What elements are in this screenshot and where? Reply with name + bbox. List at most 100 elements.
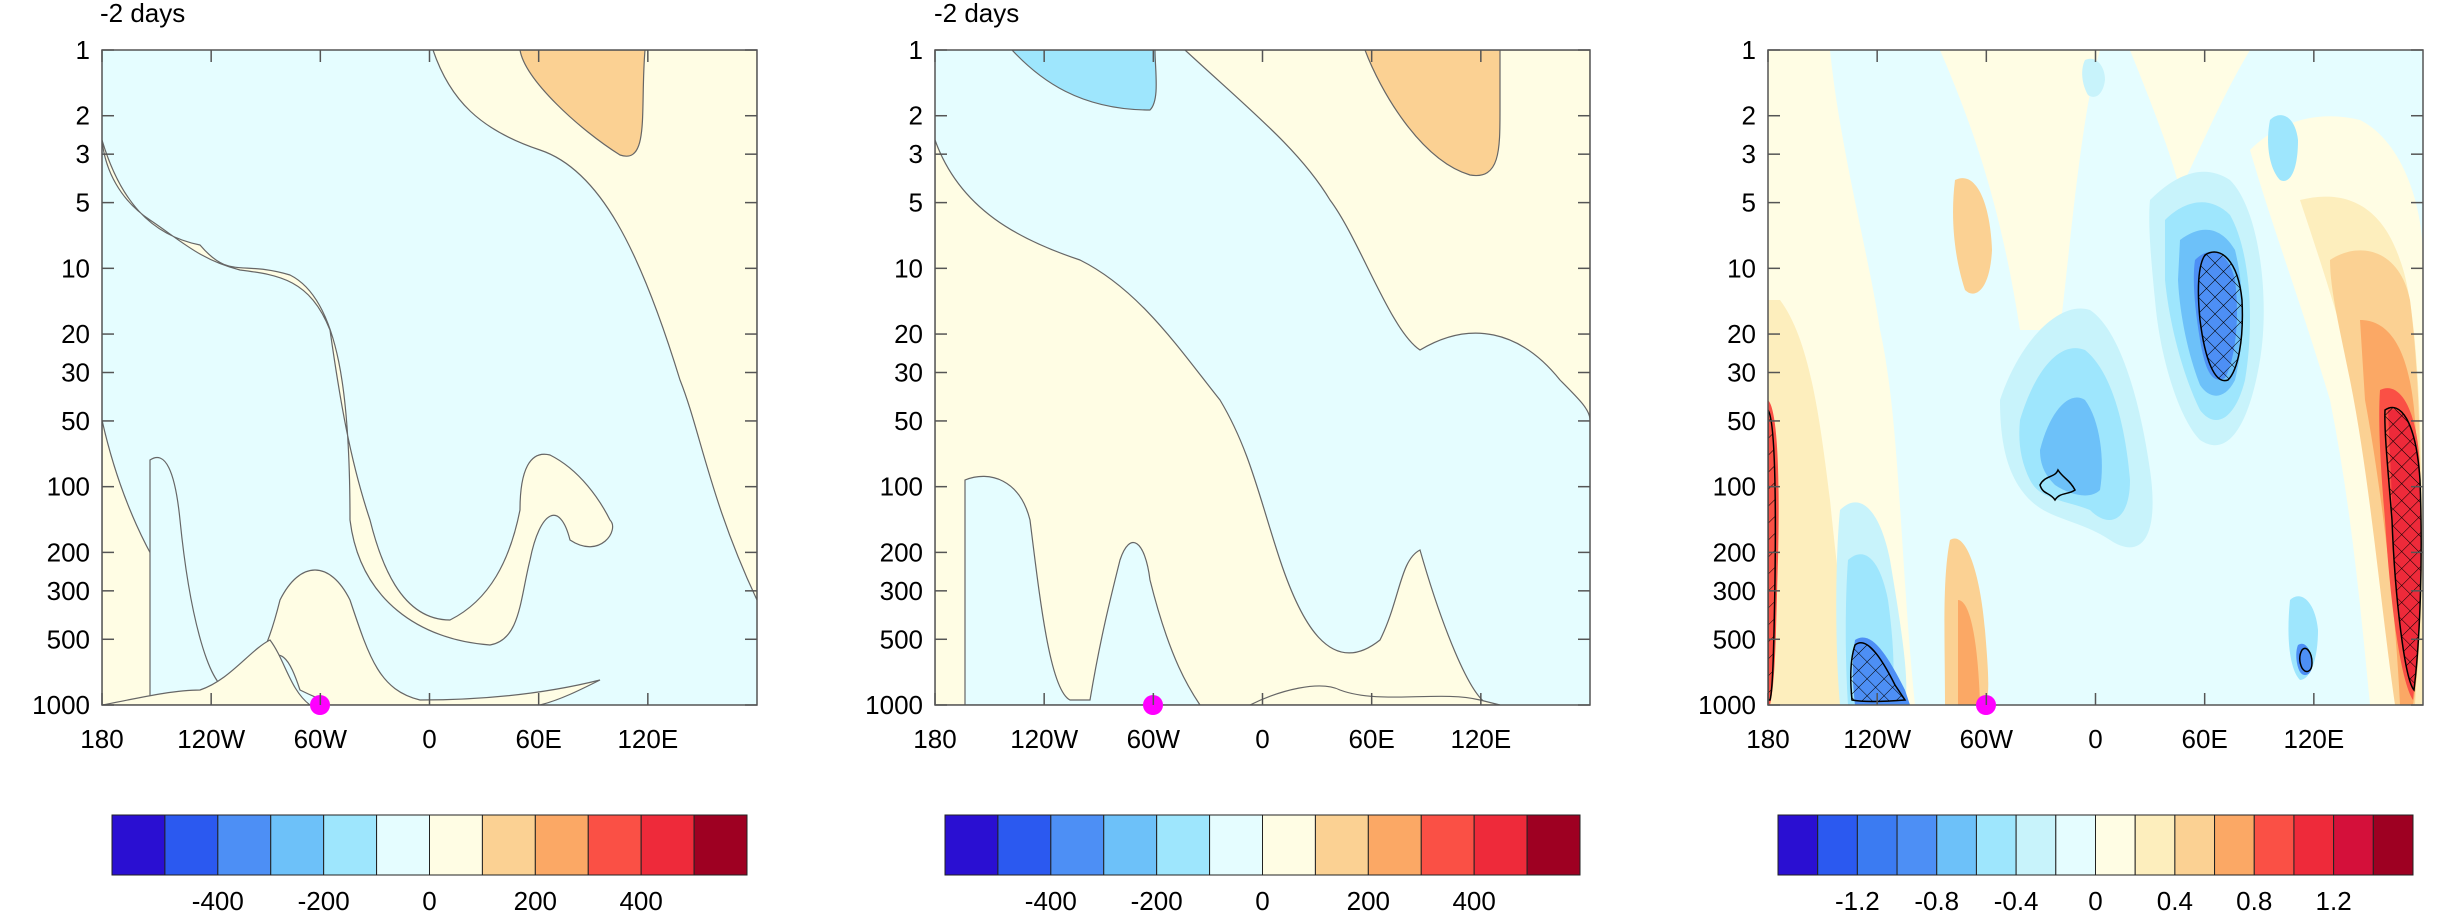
colorbar-swatch [376,814,431,876]
panel-1-colorbar: -400 -200 0 200 400 [111,814,748,916]
panel-2: -2 days 180 120W 60W 0 60E 120E 1 2 3 5 10 20 30 50 10… [865,0,1591,916]
colorbar-swatch [1420,814,1475,876]
colorbar-swatch [1262,814,1316,876]
y-tick-label: 100 [47,472,90,502]
y-tick-label: 200 [880,537,923,567]
panel-3-significance-hatching [1850,642,1905,702]
y-tick-label: 200 [1713,537,1756,567]
panel-1-field-positive-region [432,50,757,601]
x-tick-label: 0 [2088,724,2102,754]
colorbar-swatch [1103,814,1158,876]
y-tick-label: 30 [894,358,923,388]
panel-2-colorbar: -400 -200 0 200 400 [944,814,1581,916]
colorbar-label: 0.4 [2157,886,2193,916]
colorbar-label: -400 [192,886,244,916]
panel-3-significance-hatching [2384,407,2422,690]
colorbar-swatch [1156,814,1211,876]
y-tick-label: 20 [894,319,923,349]
panel-3-significance-contour [2299,647,2313,673]
colorbar-swatch [2214,814,2255,876]
colorbar-swatch [2333,814,2374,876]
x-tick-label: 60E [2182,724,2228,754]
colorbar-swatch [1314,814,1369,876]
panel-3-field-positive [1958,600,1980,705]
y-tick-label: 10 [894,253,923,283]
panel-3-field-negative [2040,397,2102,496]
colorbar-swatch [2095,814,2136,876]
colorbar-swatch [997,814,1052,876]
colorbar-swatch [270,814,325,876]
colorbar-swatch [1896,814,1938,876]
x-tick-label: 120W [177,724,245,754]
panel-3: 180 120W 60W 0 60E 120E 1 2 3 5 10 20 30 50 100 200 300 5… [1698,35,2424,916]
y-tick-label: 1000 [865,690,923,720]
y-tick-label: 3 [76,139,90,169]
panel-3-field-weak-positive [1940,50,2100,330]
y-tick-label: 2 [1742,101,1756,131]
x-tick-label: 60E [1349,724,1395,754]
y-tick-label: 20 [61,319,90,349]
y-tick-label: 50 [894,406,923,436]
colorbar-swatch [1473,814,1528,876]
colorbar-swatch [1975,814,2017,876]
panel-2-field-negative-region [964,475,1201,705]
colorbar-label: 1.2 [2316,886,2352,916]
y-tick-label: 50 [1727,406,1756,436]
x-tick-label: 120E [2283,724,2344,754]
y-tick-label: 500 [880,624,923,654]
colorbar-swatch [2015,814,2057,876]
panel-3-field-negative [2296,643,2312,676]
colorbar-swatch [111,814,166,876]
colorbar-label: 0 [2088,886,2102,916]
colorbar-label: -0.4 [1994,886,2039,916]
panel-1-axes: 180 120W 60W 0 60E 120E 1 2 3 5 10 20 30 50 100 200 300 5… [32,35,757,754]
colorbar-swatch [2134,814,2176,876]
y-tick-label: 2 [76,101,90,131]
panel-3-significance-hatching [2198,252,2243,381]
panel-3-field-weak-negative [2082,58,2105,97]
x-tick-label: 60W [1127,724,1181,754]
panel-3-axes: 180 120W 60W 0 60E 120E 1 2 3 5 10 20 30 50 100 200 300 5… [1698,35,2423,754]
y-tick-label: 200 [47,537,90,567]
colorbar-swatch [2253,814,2295,876]
colorbar-label: 400 [619,886,662,916]
y-tick-label: 50 [61,406,90,436]
colorbar-swatch [693,814,748,876]
colorbar-label: 0 [422,886,436,916]
colorbar-swatch [1209,814,1264,876]
panel-3-colorbar: -1.2 -0.8 -0.4 0 0.4 0.8 1.2 [1777,814,2414,916]
panel-1: -2 days 180 120W 60W 0 60E 120E 1 2 3 5 10 20 30 50 10… [32,0,758,916]
y-tick-label: 300 [1713,576,1756,606]
y-tick-label: 20 [1727,319,1756,349]
colorbar-label: 200 [514,886,557,916]
colorbar-swatch [2174,814,2216,876]
colorbar-swatch [1817,814,1858,876]
y-tick-label: 1 [76,35,90,65]
panel-2-field [935,50,1590,705]
y-tick-label: 1 [1742,35,1756,65]
colorbar-swatch [640,814,695,876]
y-tick-label: 300 [47,576,90,606]
panel-2-field-positive-region [1249,685,1501,705]
colorbar-swatch [1856,814,1898,876]
colorbar-swatch [1526,814,1581,876]
colorbar-swatch [1936,814,1977,876]
colorbar-label: 400 [1452,886,1495,916]
colorbar-label: 0.8 [2236,886,2272,916]
panel-2-axes: 180 120W 60W 0 60E 120E 1 2 3 5 10 20 30 50 100 200 300 5… [865,35,1590,754]
panel-3-field [1768,50,2423,705]
y-tick-label: 100 [1713,472,1756,502]
panel-3-field-weak-positive [2130,50,2250,190]
panel-3-significance-contour [2039,468,2076,502]
y-tick-label: 2 [909,101,923,131]
x-tick-label: 60E [516,724,562,754]
colorbar-label: -200 [1131,886,1183,916]
y-tick-label: 30 [61,358,90,388]
panel-2-field-positive-region [935,139,1491,705]
colorbar-swatch [2372,814,2414,876]
y-tick-label: 1000 [1698,690,1756,720]
x-tick-label: 180 [80,724,123,754]
colorbar-swatch [481,814,536,876]
colorbar-label: -200 [298,886,350,916]
